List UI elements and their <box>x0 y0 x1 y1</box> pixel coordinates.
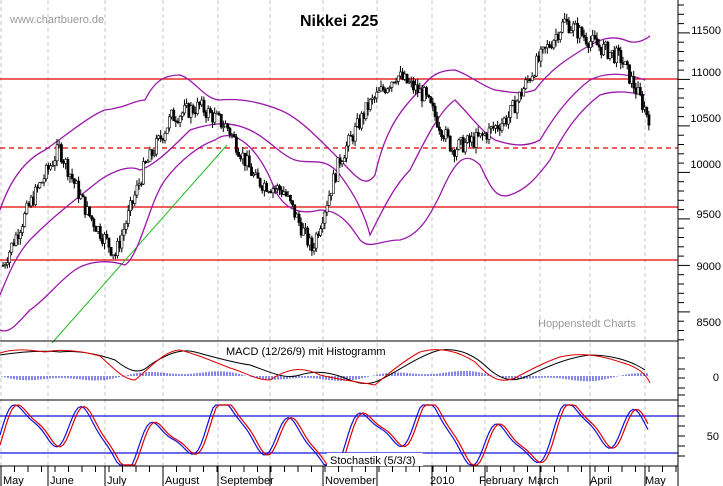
trendline <box>51 144 228 344</box>
tick-macd-0: 0 <box>713 372 719 384</box>
signal-line <box>0 349 651 386</box>
stoch-d-line <box>0 404 649 466</box>
tick-10500: 10500 <box>690 113 721 125</box>
x-axis: May June July August September November … <box>0 466 677 486</box>
stochastik-label: Stochastik (5/3/3) <box>330 455 416 467</box>
month-may-2010: May <box>645 475 666 486</box>
macd-label: MACD (12/26/9) mit Histogramm <box>226 346 386 358</box>
chart-title: Nikkei 225 <box>300 13 378 30</box>
month-september: September <box>220 475 274 486</box>
month-march: March <box>528 475 559 486</box>
month-november: November <box>325 475 376 486</box>
bollinger-bands <box>0 35 651 332</box>
macd-panel: MACD (12/26/9) mit Histogramm <box>0 346 651 386</box>
tick-10000: 10000 <box>690 159 721 171</box>
tick-stoch-50: 50 <box>707 431 719 443</box>
right-axis: 11500 11000 10500 10000 9500 9000 8500 0… <box>677 0 721 486</box>
macd-line <box>0 349 646 384</box>
tick-8500: 8500 <box>697 317 721 329</box>
watermark-credit: Hoppenstedt Charts <box>538 318 636 330</box>
month-may: May <box>3 475 24 486</box>
tick-9000: 9000 <box>697 261 721 273</box>
tick-11000: 11000 <box>691 67 721 79</box>
vertical-gridlines <box>0 0 646 466</box>
month-june: June <box>50 475 74 486</box>
price-candlesticks <box>1 13 651 269</box>
tick-9500: 9500 <box>697 209 721 221</box>
stoch-k-line <box>0 404 649 466</box>
month-february: February <box>479 475 524 486</box>
month-2010: 2010 <box>430 475 454 486</box>
month-april: April <box>590 475 612 486</box>
tick-11500: 11500 <box>691 25 721 37</box>
month-august: August <box>165 475 199 486</box>
watermark-source: www.chartbuero.de <box>9 14 104 26</box>
month-july: July <box>107 475 127 486</box>
support-resistance-lines <box>0 78 678 261</box>
stochastic-panel: Stochastik (5/3/3) <box>0 404 678 467</box>
